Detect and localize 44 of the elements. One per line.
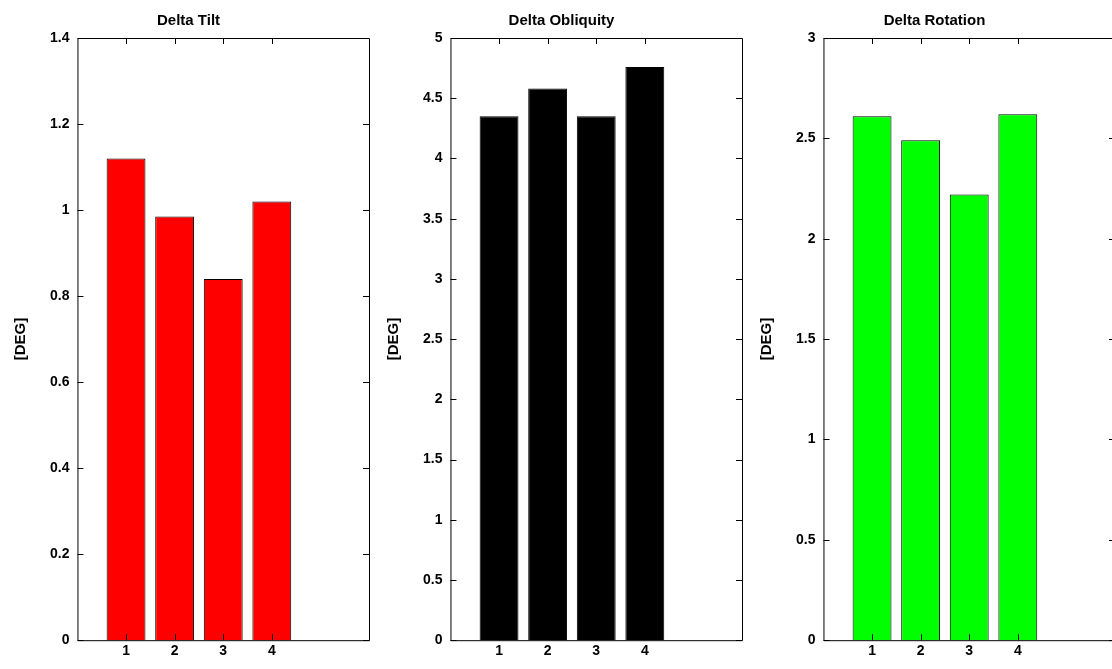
y-tick-label: 2.5 [422, 329, 443, 346]
x-tick-label: 4 [1013, 642, 1022, 659]
y-tick-label: 1.2 [49, 114, 70, 131]
y-axis-title: [DEG] [384, 317, 402, 361]
y-tick-label: 1.5 [422, 450, 443, 467]
x-tick-label: 3 [965, 642, 974, 659]
x-tick-label: 1 [122, 642, 131, 659]
x-tick-label: 4 [267, 642, 276, 659]
chart-title: Delta Tilt [156, 11, 221, 29]
y-tick-label: 2 [434, 390, 443, 407]
chart-title: Delta Rotation [883, 11, 986, 29]
y-tick-label: 0.5 [422, 570, 443, 587]
x-tick-label: 1 [495, 642, 504, 659]
x-tick-label: 2 [543, 642, 552, 659]
y-tick-label: 4 [434, 149, 443, 166]
y-tick-label: 5 [434, 28, 443, 45]
y-tick-label: 1 [434, 510, 443, 527]
y-axis-title: [DEG] [757, 317, 775, 361]
x-tick-label: 4 [640, 642, 649, 659]
y-tick-label: 0.4 [49, 459, 70, 475]
y-tick-label: 0.6 [49, 372, 70, 389]
y-tick-label: 1 [807, 430, 816, 447]
y-tick-label: 3 [807, 28, 816, 45]
y-tick-label: 0 [434, 631, 443, 648]
y-tick-label: 4.5 [422, 89, 443, 106]
y-axis-title: [DEG] [11, 317, 29, 361]
x-tick-label: 2 [170, 642, 179, 659]
y-tick-label: 0.5 [795, 530, 816, 547]
x-tick-label: 3 [219, 642, 228, 659]
y-tick-label: 2.5 [795, 129, 816, 146]
y-tick-label: 2 [807, 229, 816, 246]
x-tick-label: 3 [592, 642, 601, 659]
y-tick-label: 1 [61, 200, 70, 217]
y-tick-label: 1.4 [49, 28, 70, 45]
y-tick-label: 1.5 [795, 329, 816, 346]
y-tick-label: 0 [61, 631, 70, 648]
y-tick-label: 0.8 [49, 286, 70, 303]
y-tick-label: 0.2 [49, 545, 70, 562]
chart-title: Delta Obliquity [508, 11, 616, 29]
y-tick-label: 3.5 [422, 209, 443, 226]
x-tick-label: 2 [916, 642, 925, 659]
x-tick-label: 1 [868, 642, 877, 659]
y-tick-label: 0 [807, 631, 816, 648]
y-tick-label: 3 [434, 269, 443, 286]
